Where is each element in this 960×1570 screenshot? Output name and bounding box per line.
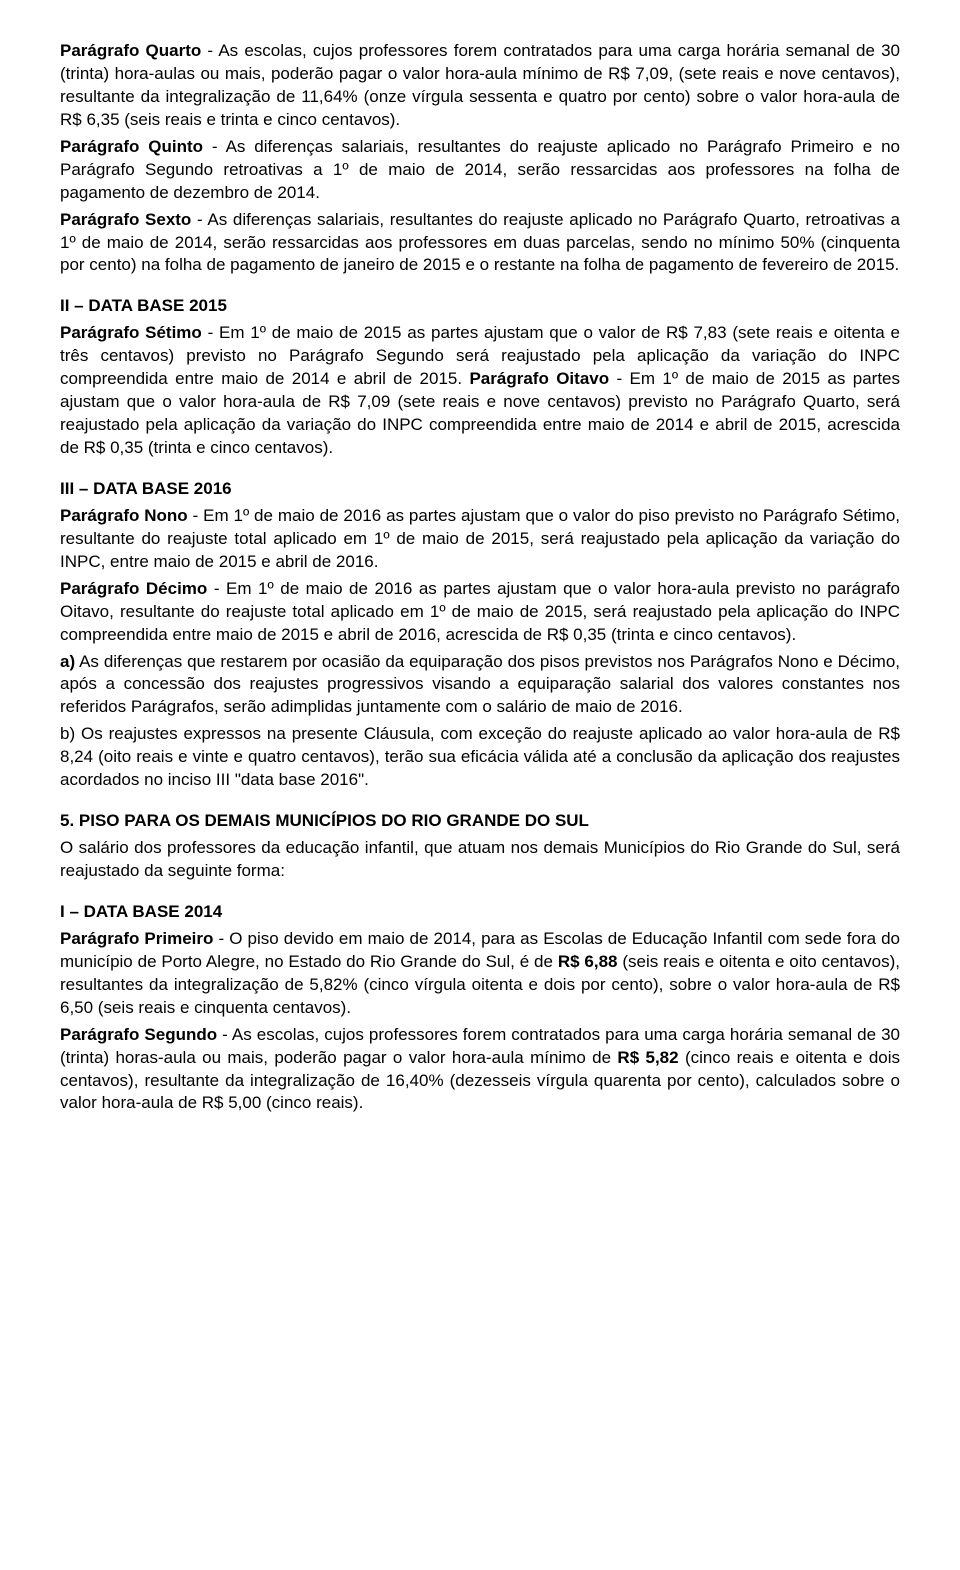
paragrafo-sexto-lead: Parágrafo Sexto — [60, 210, 191, 229]
paragrafo-setimo-oitavo: Parágrafo Sétimo - Em 1º de maio de 2015… — [60, 322, 900, 460]
paragrafo-nono-lead: Parágrafo Nono — [60, 506, 188, 525]
paragrafo-sexto: Parágrafo Sexto - As diferenças salariai… — [60, 209, 900, 278]
paragrafo-primeiro-b: Parágrafo Primeiro - O piso devido em ma… — [60, 928, 900, 1020]
paragrafo-segundo-b-val: R$ 5,82 — [617, 1048, 678, 1067]
item-a-text: As diferenças que restarem por ocasião d… — [60, 652, 900, 717]
paragrafo-quinto-lead: Parágrafo Quinto — [60, 137, 203, 156]
paragrafo-decimo: Parágrafo Décimo - Em 1º de maio de 2016… — [60, 578, 900, 647]
paragrafo-segundo-b-lead: Parágrafo Segundo — [60, 1025, 217, 1044]
paragrafo-setimo-lead: Parágrafo Sétimo — [60, 323, 202, 342]
paragrafo-decimo-lead: Parágrafo Décimo — [60, 579, 207, 598]
item-b: b) Os reajustes expressos na presente Cl… — [60, 723, 900, 792]
paragrafo-oitavo-lead: Parágrafo Oitavo — [462, 369, 609, 388]
item-b-text: b) Os reajustes expressos na presente Cl… — [60, 724, 900, 789]
section-i-2014-head: I – DATA BASE 2014 — [60, 901, 900, 924]
paragrafo-quinto: Parágrafo Quinto - As diferenças salaria… — [60, 136, 900, 205]
item-a-lead: a) — [60, 652, 75, 671]
item-a: a) As diferenças que restarem por ocasiã… — [60, 651, 900, 720]
paragrafo-primeiro-b-val: R$ 6,88 — [558, 952, 618, 971]
paragrafo-quarto-lead: Parágrafo Quarto — [60, 41, 201, 60]
section-5-head: 5. PISO PARA OS DEMAIS MUNICÍPIOS DO RIO… — [60, 810, 900, 833]
paragrafo-primeiro-b-lead: Parágrafo Primeiro — [60, 929, 213, 948]
section-5-intro-text: O salário dos professores da educação in… — [60, 838, 900, 880]
section-5-intro: O salário dos professores da educação in… — [60, 837, 900, 883]
section-ii-head: II – DATA BASE 2015 — [60, 295, 900, 318]
paragrafo-nono: Parágrafo Nono - Em 1º de maio de 2016 a… — [60, 505, 900, 574]
paragrafo-segundo-b: Parágrafo Segundo - As escolas, cujos pr… — [60, 1024, 900, 1116]
section-iii-head: III – DATA BASE 2016 — [60, 478, 900, 501]
paragrafo-quarto: Parágrafo Quarto - As escolas, cujos pro… — [60, 40, 900, 132]
